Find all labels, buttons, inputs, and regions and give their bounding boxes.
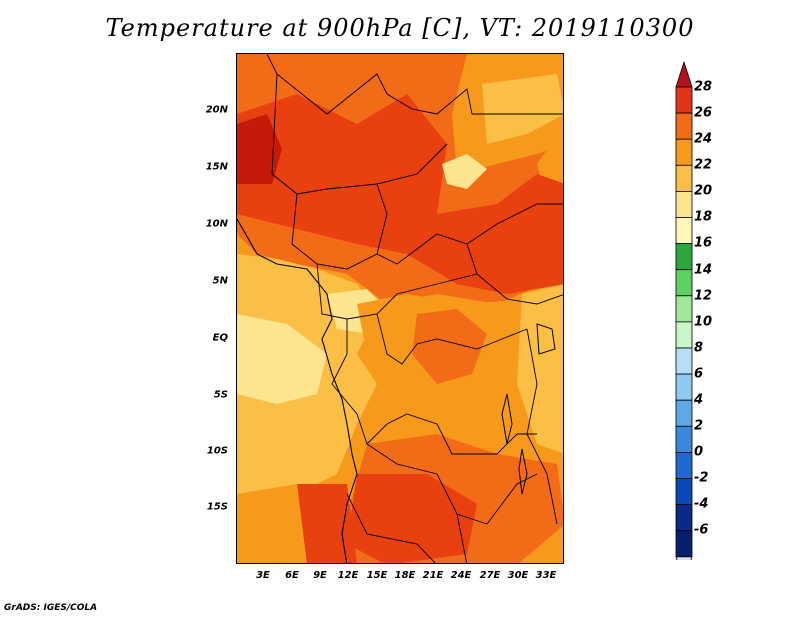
colorbar-segment [675, 243, 693, 271]
colorbar-segment [675, 478, 693, 506]
colorbar-label-6: 6 [694, 366, 704, 382]
field-ne-light [442, 154, 487, 189]
field-nw-max [237, 114, 282, 184]
lon-label-30e: 30E [507, 570, 529, 581]
colorbar-label-neg2: -2 [694, 470, 709, 486]
colorbar-segment [675, 217, 693, 245]
lakes [501, 323, 556, 495]
lon-label-6e: 6E [285, 570, 299, 581]
lon-label-24e: 24E [450, 570, 472, 581]
colorbar-label-neg6: -6 [694, 522, 709, 538]
lon-label-33e: 33E [535, 570, 557, 581]
colorbar-top-arrow [675, 60, 693, 88]
country-borders [266, 54, 563, 563]
colorbar-label-16: 16 [694, 235, 713, 251]
colorbar-label-28: 28 [694, 79, 713, 95]
colorbar-label-10: 10 [694, 314, 713, 330]
colorbar-segment [675, 138, 693, 166]
colorbar-segment [675, 373, 693, 401]
footer-credit: GrADS: IGES/COLA [4, 603, 98, 613]
field-sw-hot [297, 484, 357, 563]
coastline [237, 218, 358, 563]
colorbar-segment [675, 425, 693, 453]
colorbar-segment [675, 86, 693, 114]
lat-label-20n: 20N [205, 104, 228, 116]
colorbar [675, 60, 693, 560]
lon-label-12e: 12E [337, 570, 359, 581]
colorbar-label-8: 8 [694, 340, 704, 356]
lat-label-15s: 15S [206, 501, 228, 513]
field-congo-spots [412, 309, 487, 384]
field-south-hotter [347, 474, 477, 563]
lon-label-9e: 9E [313, 570, 327, 581]
map-field [237, 54, 563, 563]
chart-title: Temperature at 900hPa [C], VT: 201911030… [105, 14, 695, 42]
colorbar-segment [675, 347, 693, 375]
colorbar-label-22: 22 [694, 157, 713, 173]
lon-label-18e: 18E [394, 570, 416, 581]
colorbar-segment [675, 164, 693, 192]
lon-label-21e: 21E [422, 570, 444, 581]
lat-label-10s: 10S [206, 445, 228, 457]
colorbar-segment [675, 190, 693, 218]
field-south-cool [237, 484, 307, 563]
lat-label-eq: EQ [212, 332, 228, 344]
colorbar-label-20: 20 [694, 183, 713, 199]
field-north-hotter [237, 94, 563, 294]
lat-label-5s: 5S [213, 389, 228, 401]
colorbar-label-12: 12 [694, 288, 713, 304]
colorbar-segment [675, 530, 693, 558]
colorbar-segment [675, 269, 693, 297]
colorbar-label-0: 0 [694, 444, 704, 460]
colorbar-label-26: 26 [694, 105, 713, 121]
field-gulf-cooler [237, 314, 327, 404]
colorbar-label-18: 18 [694, 209, 713, 225]
temperature-map [236, 53, 564, 564]
colorbar-label-4: 4 [694, 392, 704, 408]
colorbar-segment [675, 321, 693, 349]
colorbar-label-14: 14 [694, 262, 713, 278]
field-east-highland [517, 284, 563, 454]
lon-label-27e: 27E [479, 570, 501, 581]
lon-label-3e: 3E [256, 570, 270, 581]
lon-label-15e: 15E [366, 570, 388, 581]
colorbar-segment [675, 112, 693, 140]
colorbar-segment [675, 504, 693, 532]
colorbar-segment [675, 295, 693, 323]
colorbar-label-2: 2 [694, 418, 704, 434]
colorbar-segment [675, 399, 693, 427]
lat-label-10n: 10N [205, 218, 228, 230]
colorbar-label-neg4: -4 [694, 496, 709, 512]
colorbar-label-24: 24 [694, 131, 713, 147]
lat-label-5n: 5N [212, 275, 228, 287]
colorbar-bottom-arrow [675, 556, 693, 560]
lat-label-15n: 15N [205, 161, 228, 173]
colorbar-segment [675, 451, 693, 479]
field-ne-cooler [482, 74, 563, 144]
